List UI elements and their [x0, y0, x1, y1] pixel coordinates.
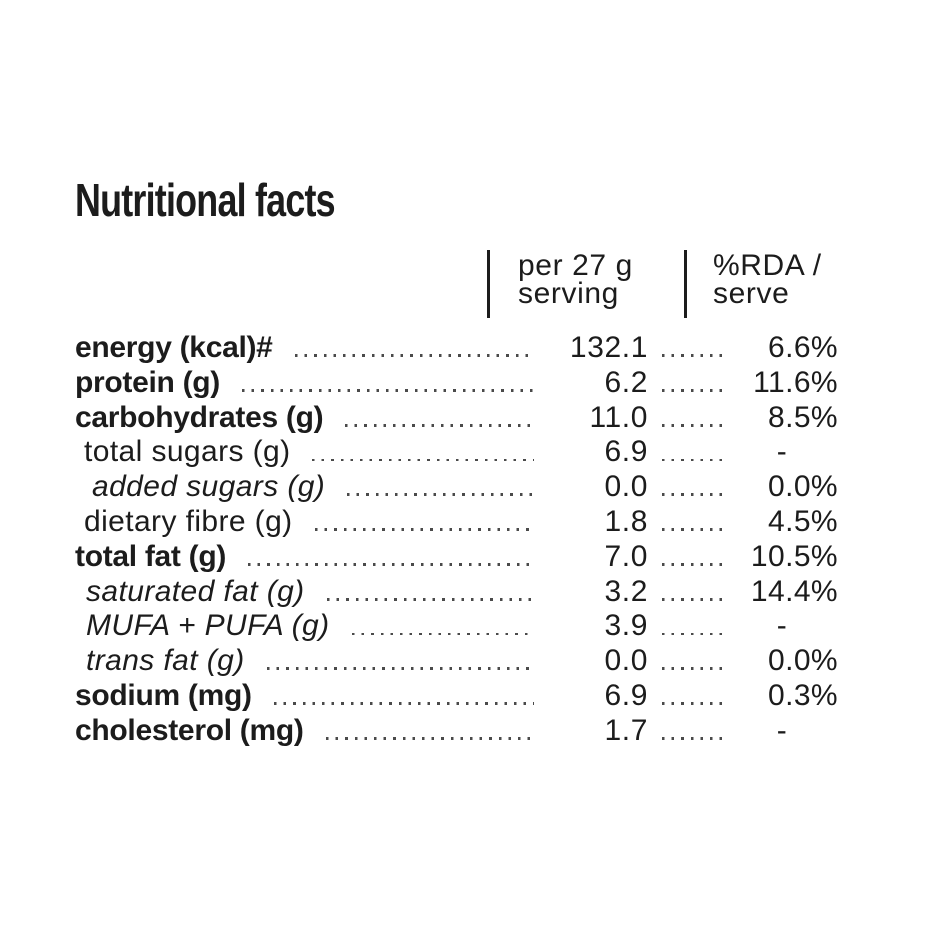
nutrient-rda: 4.5%: [768, 504, 838, 538]
nutrient-value: 7.0: [604, 539, 648, 573]
nutrient-label: total sugars (g): [84, 435, 291, 469]
table-header: per 27 g serving %RDA / serve: [75, 250, 865, 320]
dotted-leader: [662, 667, 726, 671]
dotted-leader: [325, 736, 534, 740]
dotted-leader: [662, 389, 726, 392]
dotted-leader: [351, 632, 534, 636]
table-row: sodium (mg) 6.9 0.3%: [75, 679, 838, 714]
column-header-line: per 27 g: [518, 249, 633, 282]
nutrient-rda: 0.0%: [768, 470, 838, 504]
header-divider: [684, 250, 687, 318]
nutrient-label: protein (g): [75, 365, 221, 399]
table-row: total fat (g) 7.0 10.5%: [75, 540, 838, 575]
dotted-leader: [266, 667, 534, 671]
table-row: trans fat (g) 0.0 0.0%: [75, 644, 838, 679]
nutrient-label: trans fat (g): [86, 644, 245, 678]
nutrient-label: dietary fibre (g): [84, 504, 293, 538]
dotted-leader: [242, 389, 534, 392]
dotted-leader: [662, 528, 726, 531]
nutrient-value: 1.7: [604, 713, 648, 747]
nutrient-rda: 6.6%: [768, 331, 838, 364]
nutrient-label: cholesterol (mg): [75, 713, 304, 747]
dotted-leader: [347, 493, 534, 497]
dotted-leader: [662, 493, 726, 497]
table-row: saturated fat (g) 3.2 14.4%: [75, 575, 838, 610]
nutrient-rda: 0.0%: [768, 644, 838, 678]
nutrient-value: 1.8: [604, 504, 648, 538]
nutrient-value: 6.9: [604, 435, 648, 469]
column-header-serving: per 27 g serving: [518, 249, 633, 310]
dotted-leader: [326, 597, 534, 601]
dotted-leader: [662, 458, 726, 462]
table-row: carbohydrates (g) 11.0 8.5%: [75, 401, 838, 436]
table-row: MUFA + PUFA (g) 3.9 -: [75, 609, 838, 644]
column-header-rda: %RDA / serve: [713, 249, 822, 310]
nutrient-value: 11.0: [589, 400, 648, 434]
nutrient-rda: 8.5%: [768, 400, 838, 434]
dotted-leader: [314, 528, 534, 531]
nutrient-value: 0.0: [604, 470, 648, 504]
nutrient-value: 0.0: [604, 644, 648, 678]
nutrient-rda: -: [776, 435, 788, 469]
dotted-leader: [662, 736, 726, 740]
nutrient-value: 132.1: [569, 331, 648, 364]
nutrient-label: energy (kcal)#: [75, 331, 273, 364]
dotted-leader: [662, 562, 726, 566]
dotted-leader: [345, 423, 534, 427]
table-row: dietary fibre (g) 1.8 4.5%: [75, 505, 838, 540]
header-divider: [487, 250, 490, 318]
table-row: protein (g) 6.2 11.6%: [75, 366, 838, 401]
dotted-leader: [273, 702, 534, 705]
nutrient-label: saturated fat (g): [86, 574, 305, 608]
page-title: Nutritional facts: [75, 174, 336, 226]
dotted-leader: [662, 632, 726, 636]
nutrient-label: added sugars (g): [92, 470, 326, 504]
dotted-leader: [662, 423, 726, 427]
nutrient-rda: 14.4%: [750, 574, 838, 608]
table-row: added sugars (g) 0.0 0.0%: [75, 470, 838, 505]
nutrient-label: sodium (mg): [75, 678, 252, 712]
nutrient-value: 6.9: [604, 678, 648, 712]
nutrient-label: carbohydrates (g): [75, 400, 324, 434]
table-row: total sugars (g) 6.9 -: [75, 435, 838, 470]
dotted-leader: [662, 597, 726, 601]
nutrient-label: total fat (g): [75, 539, 227, 573]
nutrient-value: 3.9: [604, 609, 648, 643]
dotted-leader: [662, 354, 726, 357]
column-header-line: %RDA /: [713, 249, 822, 282]
table-row: energy (kcal)# 132.1 6.6%: [75, 331, 838, 366]
dotted-leader: [662, 702, 726, 705]
column-header-line: serving: [518, 277, 619, 310]
table-row: cholesterol (mg) 1.7 -: [75, 714, 838, 749]
nutrient-rda: 0.3%: [768, 678, 838, 712]
table-body: energy (kcal)# 132.1 6.6% protein (g) 6.…: [75, 331, 838, 749]
dotted-leader: [248, 562, 534, 566]
dotted-leader: [294, 354, 534, 357]
nutrient-value: 3.2: [604, 574, 648, 608]
nutrient-value: 6.2: [604, 365, 648, 399]
nutrient-rda: 10.5%: [750, 539, 838, 573]
column-header-line: serve: [713, 277, 790, 310]
nutrient-rda: -: [776, 609, 788, 643]
nutrient-rda: 11.6%: [753, 365, 838, 399]
dotted-leader: [312, 458, 534, 462]
nutrient-label: MUFA + PUFA (g): [86, 609, 330, 643]
nutrient-rda: -: [776, 713, 788, 747]
